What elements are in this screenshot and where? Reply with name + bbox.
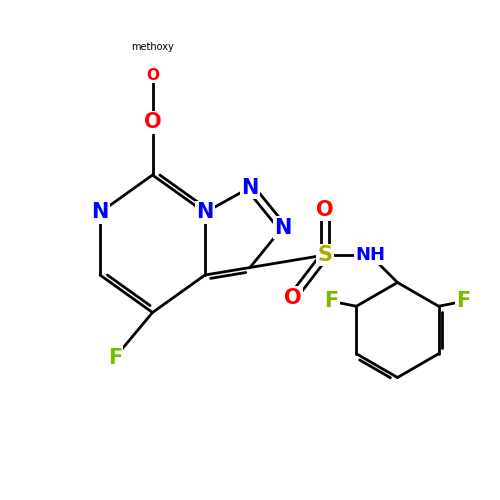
Text: N: N: [242, 178, 258, 198]
Text: methoxy: methoxy: [131, 42, 174, 52]
Text: N: N: [274, 218, 291, 238]
Text: F: F: [456, 291, 471, 311]
Text: NH: NH: [355, 246, 385, 264]
Text: N: N: [196, 202, 214, 222]
Text: F: F: [108, 348, 122, 368]
Text: O: O: [146, 68, 159, 82]
Text: F: F: [324, 291, 338, 311]
Text: S: S: [318, 245, 332, 265]
Text: N: N: [92, 202, 108, 222]
Text: O: O: [284, 288, 302, 308]
Text: O: O: [144, 112, 162, 132]
Text: O: O: [316, 200, 334, 220]
